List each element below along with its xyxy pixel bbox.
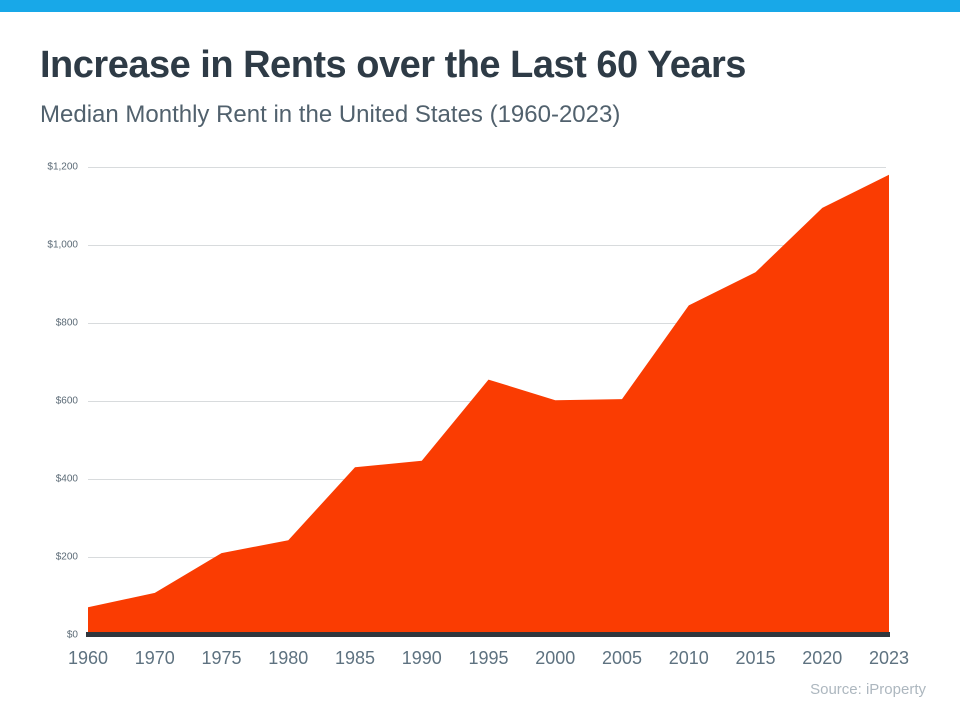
y-tick-label: $1,200 [47, 161, 78, 173]
y-tick-label: $400 [55, 473, 78, 485]
y-tick-label: $0 [66, 629, 78, 641]
chart-title: Increase in Rents over the Last 60 Years [40, 44, 746, 86]
x-tick-label: 1960 [67, 648, 109, 668]
x-tick-label: 2020 [802, 648, 843, 668]
chart-subtitle: Median Monthly Rent in the United States… [40, 101, 621, 128]
top-accent-bar [0, 0, 960, 12]
x-tick-label: 2023 [868, 648, 910, 668]
x-tick-label: 1995 [468, 648, 509, 668]
gridline [88, 167, 886, 168]
x-axis-line [86, 632, 890, 637]
x-tick-label: 2015 [735, 648, 776, 668]
y-tick-label: $800 [55, 317, 78, 329]
x-tick-label: 2005 [601, 648, 643, 668]
x-tick-label: 1980 [268, 648, 309, 668]
x-tick-label: 1970 [134, 648, 175, 668]
x-tick-label: 1990 [401, 648, 442, 668]
source-caption: Source: iProperty [810, 681, 926, 698]
y-tick-label: $1,000 [47, 239, 78, 251]
x-tick-label: 2010 [668, 648, 709, 668]
x-tick-label: 1975 [201, 648, 242, 668]
y-tick-label: $200 [55, 551, 78, 563]
x-tick-label: 1985 [334, 648, 376, 668]
gridline [88, 245, 886, 246]
x-tick-label: 2000 [535, 648, 576, 668]
y-tick-label: $600 [55, 395, 78, 407]
gridline [88, 323, 886, 324]
rent-area-polygon [88, 174, 889, 636]
